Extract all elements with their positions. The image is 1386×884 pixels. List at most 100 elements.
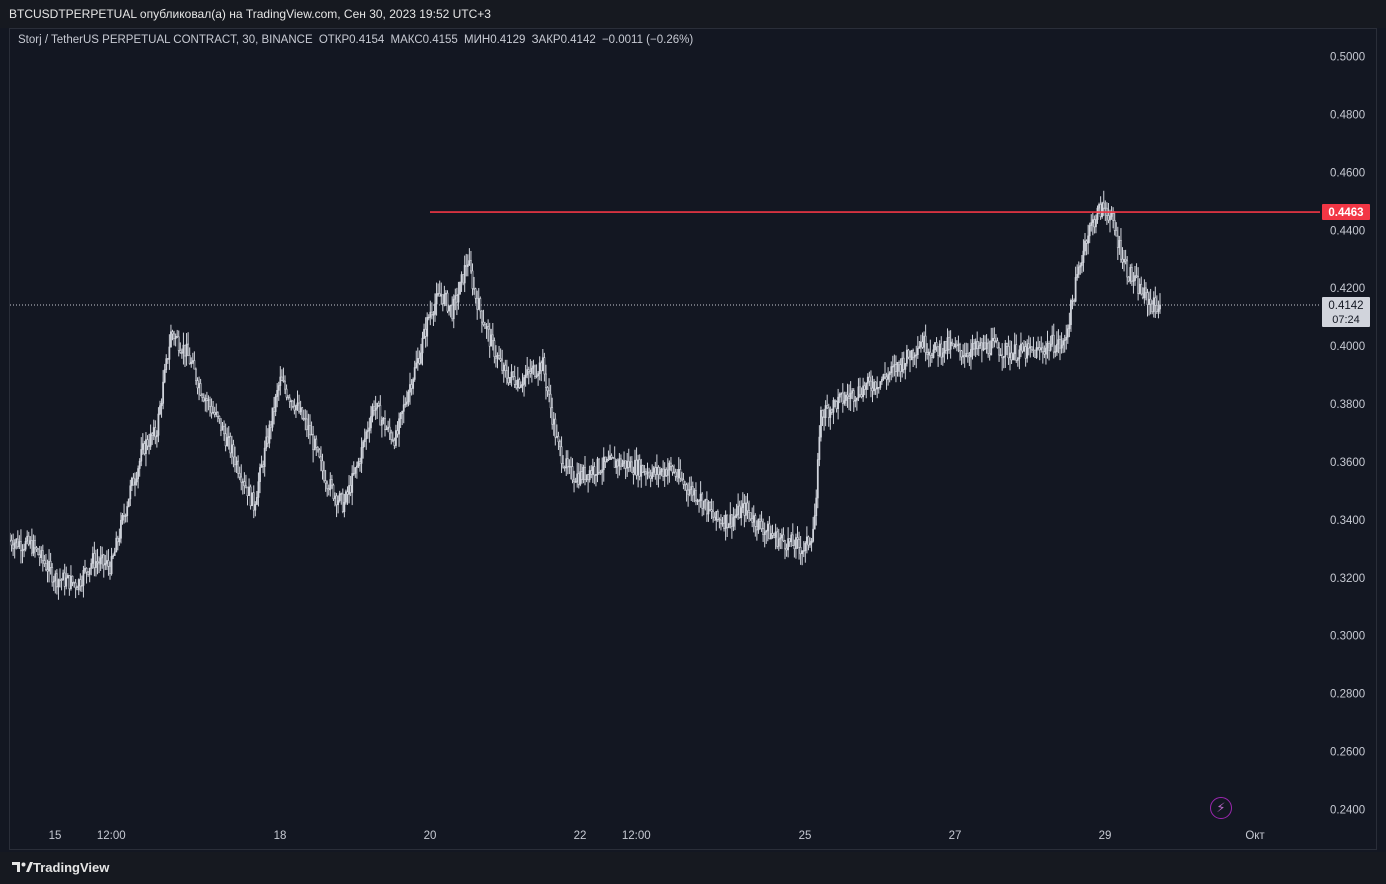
candle-body bbox=[690, 486, 693, 490]
candle-body bbox=[355, 465, 358, 468]
publisher-text: BTCUSDTPERPETUAL опубликовал(а) на Tradi… bbox=[9, 7, 491, 21]
candle-body bbox=[971, 343, 974, 350]
y-tick-label: 0.4000 bbox=[1330, 341, 1365, 353]
candle-body bbox=[259, 467, 261, 482]
candle-body bbox=[1035, 347, 1038, 358]
candle-body bbox=[880, 379, 883, 382]
candle-body bbox=[1157, 308, 1160, 312]
y-tick-label: 0.4400 bbox=[1330, 225, 1365, 237]
candle-body bbox=[1029, 346, 1032, 349]
candle-body bbox=[535, 375, 538, 377]
y-tick-label: 0.4600 bbox=[1330, 167, 1365, 179]
candle-body bbox=[720, 519, 722, 525]
candle-body bbox=[713, 516, 716, 521]
candle-body bbox=[646, 471, 649, 475]
candle-body bbox=[621, 463, 624, 467]
candle-body bbox=[15, 538, 18, 544]
candle-body bbox=[685, 484, 688, 491]
candle-body bbox=[732, 517, 735, 527]
candle-body bbox=[66, 575, 69, 579]
candle-body bbox=[370, 416, 372, 429]
candle-body bbox=[105, 560, 108, 564]
candle-body bbox=[1135, 275, 1138, 277]
candle-body bbox=[602, 456, 605, 471]
candle-body bbox=[607, 458, 610, 461]
candle-body bbox=[30, 540, 33, 554]
candle-body bbox=[1063, 339, 1066, 341]
lightning-icon[interactable]: ⚡ bbox=[1210, 797, 1232, 819]
candle-body bbox=[315, 438, 318, 448]
candle-body bbox=[416, 358, 419, 364]
candle-body bbox=[95, 561, 97, 568]
candle-body bbox=[941, 352, 944, 358]
candle-body bbox=[341, 493, 344, 512]
candle-body bbox=[402, 404, 405, 412]
candle-body bbox=[126, 506, 129, 517]
candle-body bbox=[427, 316, 430, 319]
candle-body bbox=[45, 563, 47, 570]
tradingview-logo-icon[interactable] bbox=[11, 860, 33, 874]
x-tick-label: 27 bbox=[949, 830, 962, 842]
candle-body bbox=[480, 310, 483, 323]
candle-body bbox=[745, 502, 747, 516]
candle-body bbox=[768, 523, 771, 540]
candle-body bbox=[59, 579, 61, 581]
candle-body bbox=[635, 459, 638, 476]
candle-body bbox=[979, 342, 982, 347]
candle-body bbox=[420, 352, 422, 364]
candle-body bbox=[823, 416, 825, 419]
candle-body bbox=[459, 281, 461, 295]
candle-body bbox=[354, 467, 357, 474]
candle-body bbox=[835, 401, 838, 409]
candle-body bbox=[154, 427, 157, 438]
candle-body bbox=[220, 418, 222, 431]
candle-body bbox=[849, 392, 852, 399]
candle-body bbox=[879, 381, 882, 388]
candle-body bbox=[904, 363, 907, 370]
candle-body bbox=[74, 582, 77, 589]
candle-body bbox=[366, 430, 369, 433]
candle-body bbox=[1037, 347, 1040, 349]
candle-body bbox=[20, 541, 22, 552]
candle-body bbox=[605, 458, 608, 463]
candle-body bbox=[376, 402, 379, 409]
candle-body bbox=[409, 384, 411, 393]
candle-body bbox=[346, 491, 349, 495]
candle-body bbox=[652, 467, 655, 473]
candle-body bbox=[473, 288, 475, 290]
candle-body bbox=[540, 362, 543, 372]
candle-body bbox=[1060, 344, 1063, 349]
candle-body bbox=[987, 342, 990, 354]
candle-body bbox=[1073, 300, 1075, 302]
brand-name[interactable]: TradingView bbox=[33, 860, 110, 875]
current-price-tag bbox=[1322, 296, 1370, 327]
footer: TradingView bbox=[0, 852, 1386, 884]
candle-body bbox=[770, 533, 772, 540]
candle-body bbox=[263, 447, 266, 467]
candle-body bbox=[827, 407, 830, 418]
candle-body bbox=[573, 479, 575, 482]
candle-body bbox=[76, 587, 79, 591]
candle-body bbox=[554, 418, 557, 438]
candle-body bbox=[182, 344, 185, 354]
candle-body bbox=[752, 515, 755, 523]
candle-body bbox=[99, 557, 102, 565]
candle-body bbox=[1127, 276, 1130, 282]
candle-body bbox=[687, 489, 690, 495]
y-tick-label: 0.3000 bbox=[1330, 631, 1365, 643]
candle-body bbox=[296, 402, 299, 406]
candle-body bbox=[330, 479, 333, 486]
candle-body bbox=[1082, 250, 1085, 263]
candle-body bbox=[405, 401, 408, 405]
candle-body bbox=[788, 538, 791, 543]
candle-body bbox=[910, 350, 913, 361]
candle-body bbox=[924, 335, 927, 353]
candle-body bbox=[1096, 207, 1099, 220]
candle-body bbox=[305, 418, 308, 430]
candle-body bbox=[323, 470, 325, 481]
candle-body bbox=[16, 538, 19, 548]
candle-body bbox=[927, 351, 930, 355]
candle-body bbox=[85, 567, 88, 573]
candle-body bbox=[590, 470, 593, 475]
